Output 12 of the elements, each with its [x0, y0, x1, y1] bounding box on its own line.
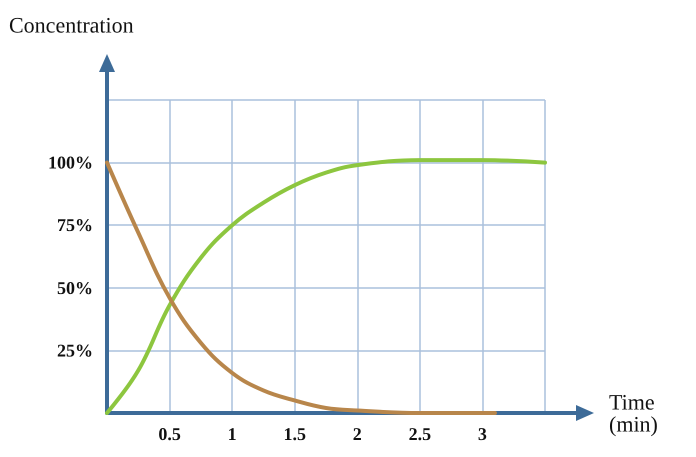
- y-tick-label: 50%: [57, 278, 93, 298]
- y-axis-title: Concentration: [9, 12, 134, 38]
- x-tick-label: 1: [228, 424, 237, 444]
- x-tick-label: 0.5: [158, 424, 181, 444]
- y-tick-label: 75%: [57, 215, 93, 236]
- x-tick-label: 2.5: [408, 424, 432, 444]
- x-tick-label: 3: [478, 424, 487, 444]
- y-tick-label: 100%: [48, 152, 93, 173]
- x-axis-title: Time (min): [609, 390, 658, 436]
- x-tick-label: 1.5: [283, 424, 306, 444]
- y-tick-label: 25%: [57, 340, 93, 360]
- x-tick-label: 2: [352, 424, 362, 444]
